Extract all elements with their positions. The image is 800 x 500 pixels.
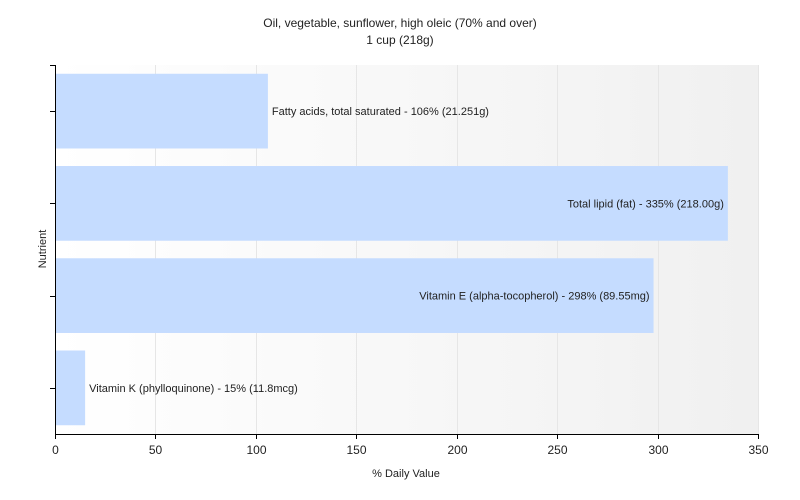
bar-data-label: Fatty acids, total saturated - 106% (21.… [272, 106, 489, 118]
bar-data-label: Total lipid (fat) - 335% (218.00g) [567, 198, 724, 210]
bar [55, 350, 86, 426]
bar-data-label: Vitamin K (phylloquinone) - 15% (11.8mcg… [89, 383, 298, 395]
x-tick-label: 100 [246, 443, 266, 457]
x-tick-label: 150 [346, 443, 366, 457]
x-axis-label: % Daily Value [372, 468, 440, 480]
bar-data-label: Vitamin E (alpha-tocopherol) - 298% (89.… [419, 291, 649, 303]
axes: 0 50 100 150 200 250 300 350 [50, 65, 769, 457]
x-tick-label: 350 [748, 443, 768, 457]
x-tick-label: 250 [547, 443, 567, 457]
bars [55, 73, 728, 426]
x-tick-label: 300 [648, 443, 668, 457]
chart-subtitle: 1 cup (218g) [366, 33, 433, 47]
x-tick-label: 200 [447, 443, 467, 457]
x-tick-label: 50 [149, 443, 163, 457]
chart-title: Oil, vegetable, sunflower, high oleic (7… [263, 16, 537, 30]
x-tick-label: 0 [52, 443, 59, 457]
y-axis-label: Nutrient [37, 230, 49, 269]
bar [55, 166, 728, 241]
bar [55, 258, 654, 333]
bar [55, 73, 268, 149]
bar-labels: Fatty acids, total saturated - 106% (21.… [89, 106, 724, 395]
